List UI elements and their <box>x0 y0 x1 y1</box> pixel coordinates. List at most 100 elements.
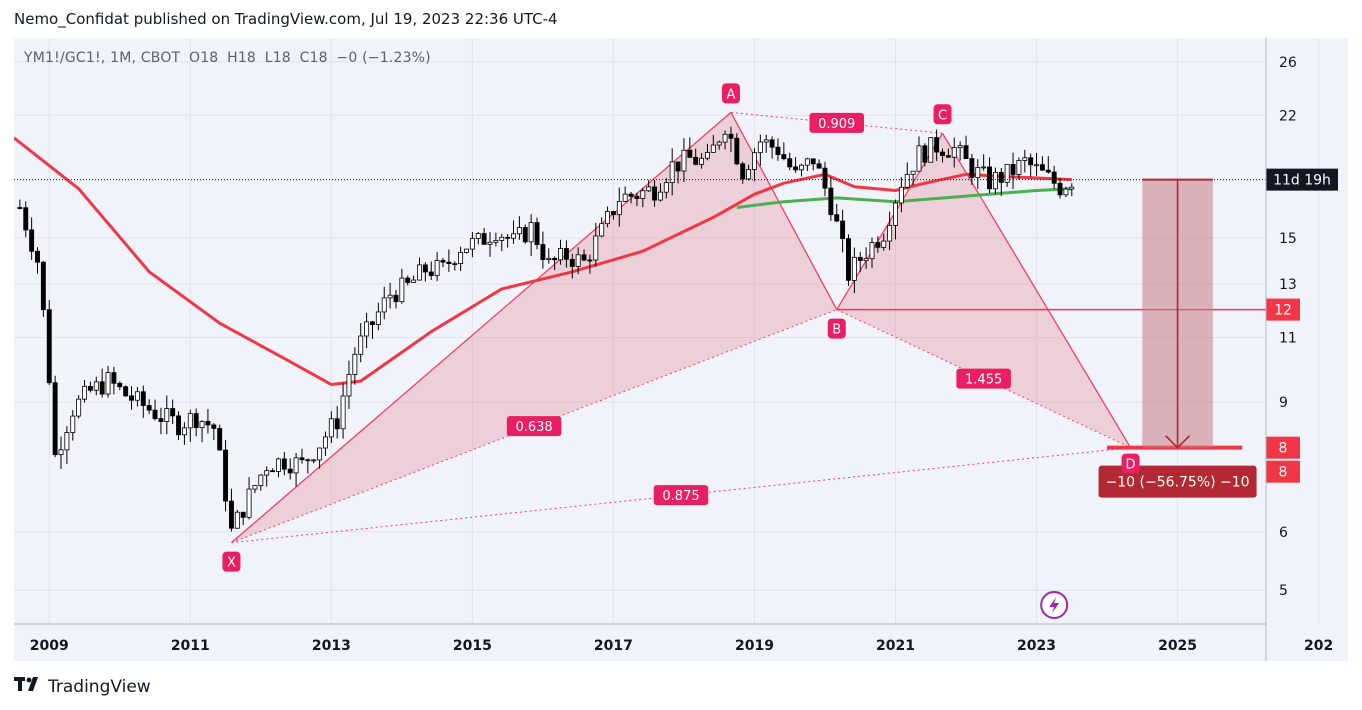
candle-body <box>140 391 146 406</box>
candle-body <box>752 152 757 170</box>
candle-body <box>822 167 828 189</box>
ratio-badge[interactable] <box>506 416 562 437</box>
candle-body <box>605 211 610 225</box>
candle-body <box>581 254 587 261</box>
candle-body <box>851 256 857 281</box>
candle-body <box>352 353 358 375</box>
y-tick-label: 6 <box>1279 525 1288 541</box>
candle-body <box>70 415 76 433</box>
y-tick-label: 26 <box>1279 55 1297 71</box>
ratio-line-bd[interactable] <box>836 309 1131 449</box>
candle-body <box>446 261 452 264</box>
ratio-line-xb[interactable] <box>231 309 837 544</box>
countdown-badge[interactable] <box>1266 168 1338 191</box>
y-tick-label: 9 <box>1279 395 1288 411</box>
price-axis-badge[interactable] <box>1266 298 1300 321</box>
ratio-label: 0.909 <box>818 117 855 132</box>
candle-body <box>358 335 364 355</box>
candle-body <box>710 144 716 153</box>
pattern-point-label: B <box>832 323 841 338</box>
candle-body <box>134 391 140 401</box>
candle-body <box>434 260 440 276</box>
candle-body <box>569 258 575 267</box>
chart-overlays[interactable]: −10 (−56.75%) −10 X A B C D 0.909 0.638 1.455 0.8… <box>14 83 1338 619</box>
pattern-point-badge[interactable] <box>222 551 241 572</box>
candle-body <box>281 458 287 470</box>
plot-background <box>14 38 1266 624</box>
candle-body <box>40 261 46 311</box>
candle-body <box>746 169 752 180</box>
candle-body <box>493 239 499 243</box>
pattern-point-badge[interactable] <box>1121 453 1140 474</box>
legend-close-label: C <box>299 50 310 66</box>
pattern-point-badge[interactable] <box>721 83 740 104</box>
candle-body <box>52 382 58 456</box>
candle-body <box>152 409 158 420</box>
candle-body <box>863 258 869 261</box>
ratio-badge[interactable] <box>956 368 1011 389</box>
candle-body <box>898 186 904 204</box>
price-axis-badge[interactable] <box>1266 460 1300 483</box>
candle-body <box>945 155 951 158</box>
price-axis-badge[interactable] <box>1266 436 1300 459</box>
candle-body <box>575 254 581 267</box>
y-tick-label: 13 <box>1279 277 1297 293</box>
candle-body <box>628 193 634 197</box>
candle-body <box>275 458 281 472</box>
candle-body <box>499 236 505 241</box>
y-tick-label: 5 <box>1279 583 1288 599</box>
candle-body <box>540 244 546 261</box>
candle-body <box>663 182 669 193</box>
candle-body <box>992 172 998 190</box>
candle-body <box>522 227 528 243</box>
candle-body <box>634 195 640 199</box>
candle-body <box>440 260 446 263</box>
candle-body <box>981 166 987 169</box>
tradingview-brand[interactable]: TradingView <box>14 676 151 697</box>
candle-body <box>176 415 182 436</box>
candle-body <box>199 421 205 429</box>
candle-body <box>464 248 469 253</box>
price-chart[interactable]: −10 (−56.75%) −10 X A B C D 0.909 0.638 1.455 0.8… <box>14 38 1348 661</box>
leg-ab[interactable] <box>730 112 838 310</box>
candle-body <box>475 233 481 239</box>
ratio-line-xd[interactable] <box>231 447 1131 544</box>
x-tick-label: 2013 <box>312 638 351 654</box>
candle-body <box>35 250 40 263</box>
candle-body <box>23 207 29 231</box>
pattern-point-badge[interactable] <box>827 318 846 339</box>
ratio-badge[interactable] <box>653 485 709 506</box>
candle-body <box>769 139 775 148</box>
chart-area[interactable]: −10 (−56.75%) −10 X A B C D 0.909 0.638 1.455 0.8… <box>14 38 1348 661</box>
candle-body <box>593 235 599 261</box>
candle-body <box>422 264 428 273</box>
ratio-badge[interactable] <box>809 112 864 133</box>
candle-body <box>1039 164 1045 171</box>
y-tick-label: 11 <box>1279 330 1297 346</box>
candle-body <box>399 277 405 303</box>
candle-body <box>123 386 129 397</box>
candle-body <box>252 485 258 490</box>
candle-body <box>193 413 199 429</box>
candle-body <box>370 321 375 325</box>
pattern-point-badge[interactable] <box>933 104 952 125</box>
pattern-point-label: D <box>1126 458 1136 473</box>
candle-body <box>722 133 728 143</box>
lightning-glyph <box>1049 597 1060 613</box>
leg-xa[interactable] <box>231 111 732 544</box>
brand-name: TradingView <box>48 676 151 697</box>
candle-body <box>511 233 516 239</box>
measure-label-box[interactable] <box>1098 465 1257 498</box>
candle-body <box>211 424 217 429</box>
leg-cd[interactable] <box>941 132 1132 449</box>
pattern-point-label: X <box>227 556 236 571</box>
candle-body <box>58 449 64 456</box>
pattern-point-label: C <box>938 108 947 123</box>
candle-body <box>452 263 458 265</box>
x-tick-label: 2017 <box>594 638 633 654</box>
candle-body <box>657 191 663 201</box>
countdown-label: 11d 19h <box>1273 173 1331 189</box>
candle-body <box>969 158 975 178</box>
candle-body <box>922 145 928 163</box>
candle-body <box>857 256 863 261</box>
